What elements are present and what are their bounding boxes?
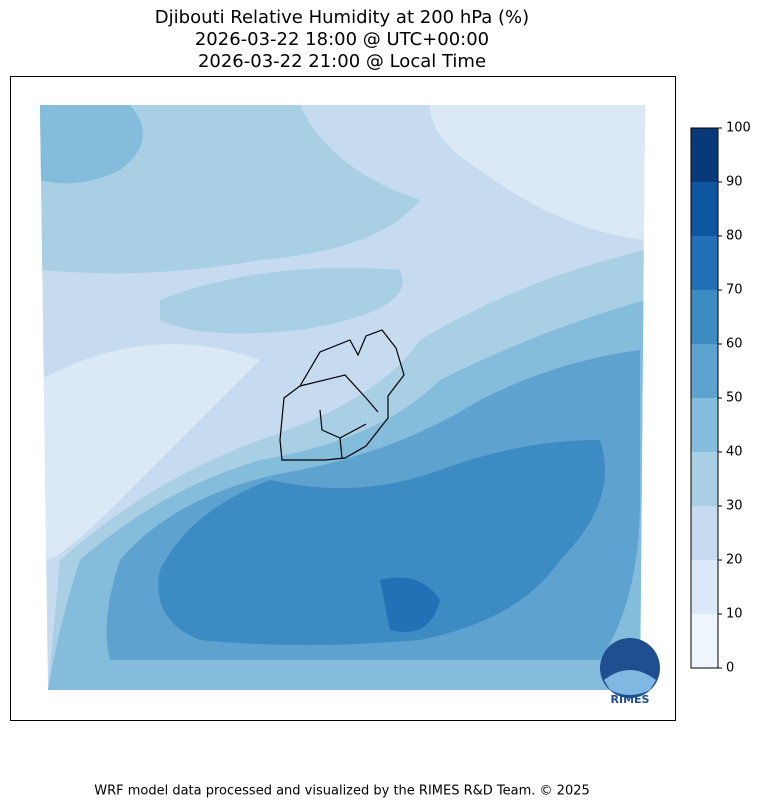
logo: RIMES bbox=[600, 638, 660, 706]
colorbar-bin bbox=[691, 560, 718, 614]
colorbar-bin bbox=[691, 344, 718, 398]
logo-text: RIMES bbox=[611, 693, 650, 706]
colorbar-tick-label: 30 bbox=[726, 499, 743, 514]
colorbar-bin bbox=[691, 398, 718, 452]
colorbar-bin bbox=[691, 128, 718, 182]
contour bbox=[40, 344, 260, 560]
colorbar-tick-label: 60 bbox=[726, 337, 743, 352]
colorbar-bin bbox=[691, 506, 718, 560]
humidity-field bbox=[40, 105, 645, 690]
title-line: 2026-03-22 21:00 @ Local Time bbox=[198, 51, 486, 72]
colorbar-bin bbox=[691, 452, 718, 506]
colorbar-tick-label: 100 bbox=[726, 121, 751, 136]
contour bbox=[160, 268, 403, 334]
colorbar-tick-label: 40 bbox=[726, 445, 743, 460]
colorbar-tick-label: 80 bbox=[726, 229, 743, 244]
colorbar-tick-label: 70 bbox=[726, 283, 743, 298]
colorbar: 0 10 20 30 40 50 60 70 80 90 100 bbox=[690, 121, 751, 676]
title-line: Djibouti Relative Humidity at 200 hPa (%… bbox=[155, 7, 529, 28]
title-line: 2026-03-22 18:00 @ UTC+00:00 bbox=[195, 29, 489, 50]
colorbar-bin bbox=[691, 236, 718, 290]
colorbar-bin bbox=[691, 290, 718, 344]
colorbar-tick-label: 0 bbox=[726, 661, 734, 676]
country-border bbox=[279, 329, 405, 461]
logo-wave bbox=[604, 670, 656, 695]
colorbar-tick-label: 90 bbox=[726, 175, 743, 190]
colorbar-bin bbox=[691, 614, 718, 668]
colorbar-tick-label: 10 bbox=[726, 607, 743, 622]
contour bbox=[40, 105, 143, 184]
colorbar-tick-label: 20 bbox=[726, 553, 743, 568]
footer-text: WRF model data processed and visualized … bbox=[94, 784, 590, 799]
colorbar-tick-label: 50 bbox=[726, 391, 743, 406]
contour bbox=[430, 105, 645, 240]
contour bbox=[380, 577, 440, 632]
contour bbox=[158, 440, 606, 645]
colorbar-bin bbox=[691, 182, 718, 236]
